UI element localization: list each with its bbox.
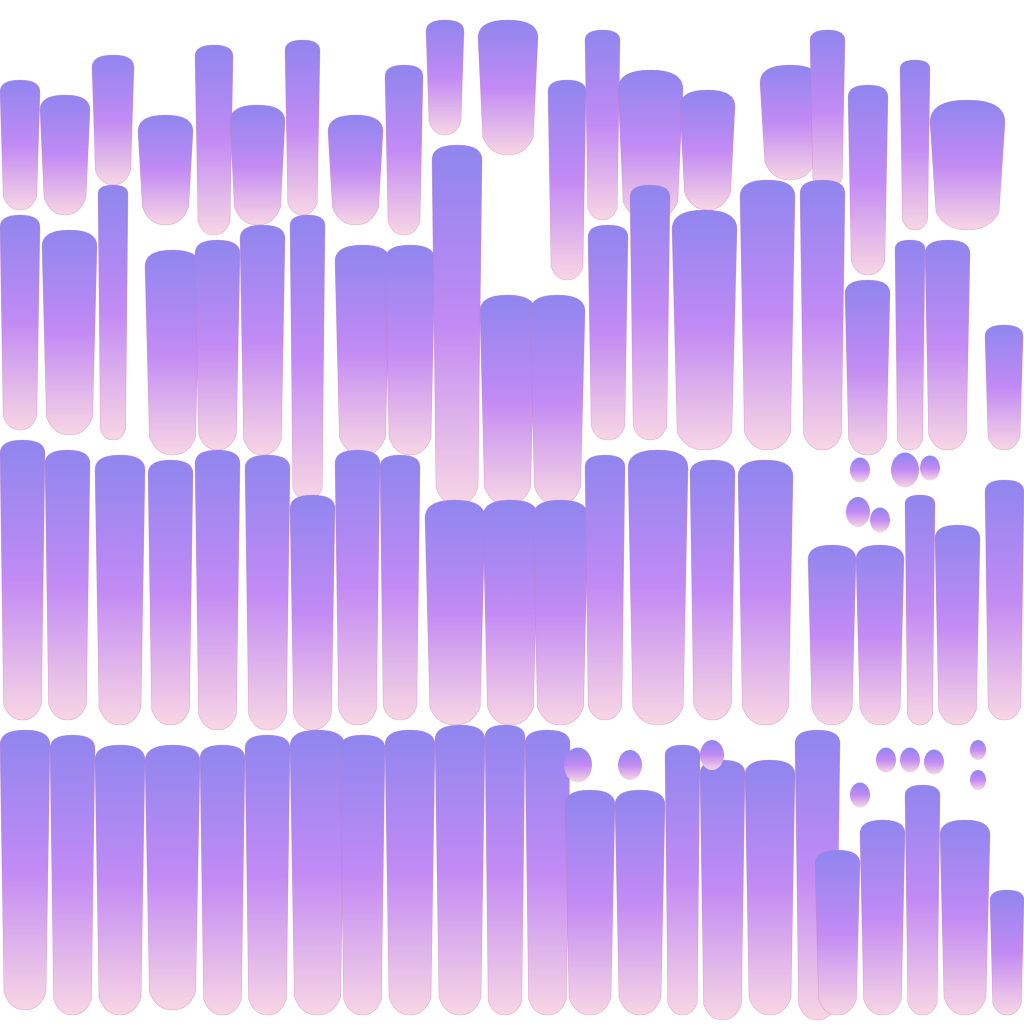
brush-stroke-icon bbox=[384, 244, 436, 456]
brush-stroke-icon bbox=[699, 759, 746, 1021]
brush-stroke-icon bbox=[334, 449, 381, 726]
brush-stroke-icon bbox=[199, 744, 246, 1016]
brush-stroke-icon bbox=[744, 759, 796, 1016]
brush-stroke-icon bbox=[482, 499, 539, 726]
brush-stroke-icon bbox=[564, 789, 616, 1016]
paint-blob bbox=[891, 452, 919, 488]
paint-blob bbox=[850, 457, 870, 483]
brush-stroke-icon bbox=[671, 209, 738, 451]
brush-stroke-icon bbox=[689, 459, 736, 721]
brush-stroke-icon bbox=[524, 729, 571, 1016]
brush-stroke-icon bbox=[44, 449, 91, 721]
brush-stroke-icon bbox=[847, 84, 889, 276]
brush-stroke-icon bbox=[924, 239, 971, 451]
brush-stroke-icon bbox=[239, 224, 286, 456]
paint-blob bbox=[846, 497, 870, 527]
brush-stroke-icon bbox=[339, 734, 386, 1016]
brush-stroke-icon bbox=[809, 29, 846, 191]
paint-blob bbox=[850, 782, 870, 808]
brush-stroke-icon bbox=[989, 889, 1024, 1016]
brush-stroke-icon bbox=[147, 459, 194, 726]
brush-stroke-icon bbox=[0, 79, 41, 211]
brush-stroke-icon bbox=[737, 459, 794, 726]
paint-blob bbox=[920, 455, 940, 481]
brush-stroke-icon bbox=[289, 729, 346, 1016]
brush-stroke-icon bbox=[379, 454, 421, 721]
brush-stroke-icon bbox=[91, 54, 135, 186]
brush-stroke-icon bbox=[629, 184, 671, 441]
paint-blob bbox=[970, 770, 986, 790]
brush-stroke-icon bbox=[144, 249, 201, 456]
brush-stroke-icon bbox=[934, 524, 981, 726]
brush-stroke-icon bbox=[814, 849, 861, 1016]
brush-stroke-icon bbox=[627, 449, 689, 726]
brush-stroke-icon bbox=[384, 64, 424, 236]
brush-stroke-icon bbox=[844, 279, 891, 456]
paint-blob bbox=[924, 749, 944, 775]
brush-stroke-icon bbox=[97, 184, 129, 441]
brush-stroke-icon bbox=[384, 729, 436, 1016]
brush-stroke-icon bbox=[929, 99, 1006, 231]
brush-stroke-icon bbox=[484, 724, 526, 1016]
brush-stroke-icon bbox=[664, 744, 701, 1016]
brush-stroke-icon bbox=[431, 144, 483, 506]
brush-stroke-icon bbox=[894, 239, 926, 451]
brush-stroke-icon bbox=[587, 224, 629, 441]
paint-blob bbox=[900, 747, 920, 773]
brush-stroke-icon bbox=[799, 179, 846, 451]
brush-stroke-icon bbox=[899, 59, 931, 231]
brush-stroke-icon bbox=[584, 454, 626, 721]
brush-stroke-icon bbox=[434, 724, 486, 1016]
brush-stroke-icon bbox=[614, 789, 666, 1016]
brush-stroke-icon bbox=[904, 494, 936, 726]
brush-stroke-icon bbox=[477, 19, 539, 156]
brush-stroke-icon bbox=[289, 494, 336, 731]
brush-stroke-icon bbox=[984, 479, 1024, 721]
paint-blob bbox=[700, 740, 724, 770]
brush-stroke-icon bbox=[229, 104, 286, 226]
paint-blob bbox=[870, 507, 890, 533]
brush-stroke-icon bbox=[194, 449, 241, 731]
brush-stroke-icon bbox=[584, 29, 621, 221]
brush-stroke-icon bbox=[327, 114, 384, 226]
brush-stroke-icon bbox=[0, 729, 51, 1011]
brush-stroke-icon bbox=[859, 819, 906, 1016]
brush-stroke-icon bbox=[904, 784, 941, 1016]
brush-stroke-icon bbox=[39, 94, 91, 216]
brush-stroke-icon bbox=[855, 544, 905, 726]
paint-blob bbox=[970, 740, 986, 760]
brush-stroke-icon bbox=[334, 244, 391, 456]
brush-stroke-icon bbox=[529, 294, 586, 506]
brush-stroke-icon bbox=[425, 19, 465, 136]
brush-stroke-icon bbox=[49, 734, 96, 1016]
brush-stroke-icon bbox=[679, 89, 736, 211]
brush-stroke-icon bbox=[532, 499, 589, 726]
paint-blob bbox=[564, 747, 592, 783]
brush-stroke-icon bbox=[284, 39, 321, 216]
brush-stroke-icon bbox=[41, 229, 98, 436]
brush-stroke-icon bbox=[94, 744, 146, 1016]
brush-stroke-icon bbox=[244, 734, 291, 1016]
brush-stroke-icon bbox=[0, 214, 41, 431]
brush-stroke-icon bbox=[194, 44, 234, 236]
paint-blob bbox=[618, 750, 642, 780]
brush-stroke-icon bbox=[144, 744, 201, 1011]
brush-stroke-icon bbox=[194, 239, 241, 451]
brush-stroke-icon bbox=[244, 454, 291, 731]
brush-stroke-icon bbox=[984, 324, 1024, 451]
brush-stroke-icon bbox=[547, 79, 587, 281]
brush-stroke-icon bbox=[289, 214, 326, 501]
brush-stroke-icon bbox=[0, 439, 46, 721]
paint-blob bbox=[876, 747, 896, 773]
brush-stroke-icon bbox=[137, 114, 194, 226]
brush-stroke-icon bbox=[94, 454, 146, 726]
brush-stroke-icon bbox=[479, 294, 536, 506]
brush-stroke-icon bbox=[939, 819, 991, 1016]
brush-stroke-icon bbox=[739, 179, 796, 451]
brush-stroke-icon bbox=[424, 499, 486, 726]
brush-stroke-icon bbox=[807, 544, 857, 726]
